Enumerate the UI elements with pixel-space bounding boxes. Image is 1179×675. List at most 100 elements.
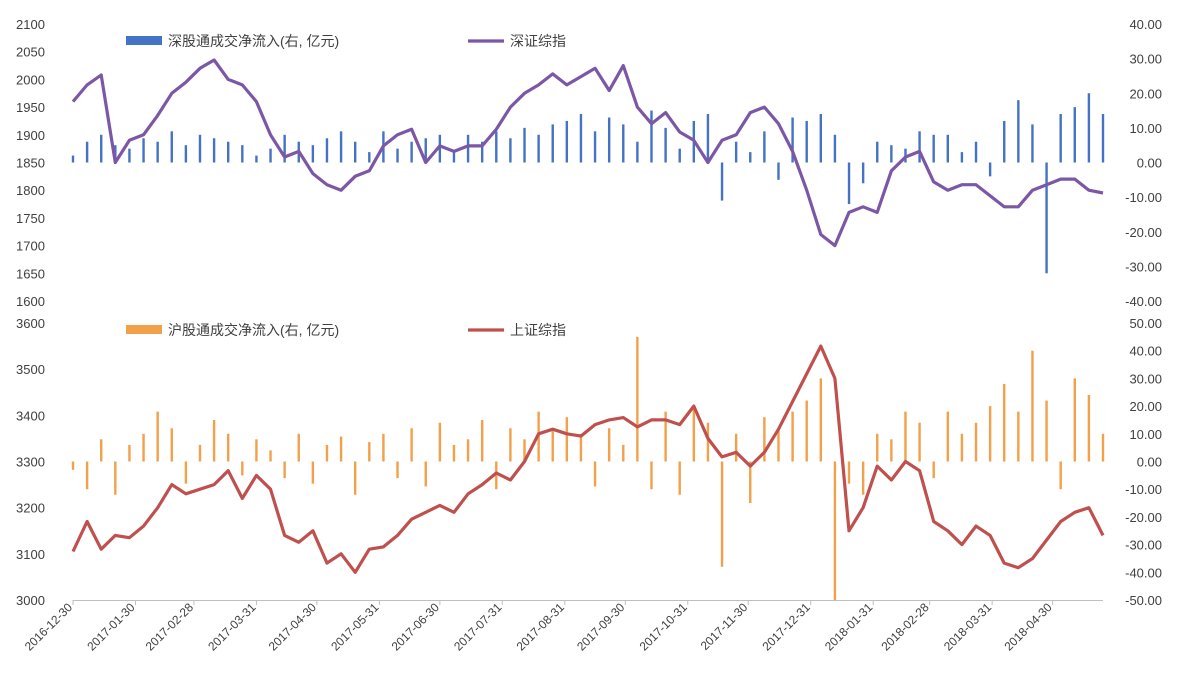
flow-bar xyxy=(438,134,442,163)
legend-bar-label: 沪股通成交净流入(右, 亿元) xyxy=(168,322,339,338)
y-left-tick: 1600 xyxy=(16,294,45,309)
flow-bar xyxy=(847,162,851,205)
y-left-tick: 1850 xyxy=(16,156,45,171)
flow-bar xyxy=(466,439,470,462)
flow-bar xyxy=(734,141,738,163)
y-right-tick: -30.00 xyxy=(1125,259,1162,274)
flow-bar xyxy=(114,461,117,495)
flow-bar xyxy=(622,124,625,163)
flow-bar xyxy=(100,134,103,163)
flow-bar xyxy=(1045,162,1048,274)
flow-bar xyxy=(283,461,286,479)
flow-bar xyxy=(100,439,103,462)
flow-bar xyxy=(890,145,893,163)
flow-bar xyxy=(960,152,964,163)
x-tick-label: 2017-09-30 xyxy=(574,600,628,654)
flow-bar xyxy=(678,148,681,163)
flow-bar xyxy=(636,141,639,163)
flow-bar xyxy=(579,433,583,462)
flow-bar xyxy=(932,461,935,479)
flow-bar xyxy=(509,428,512,462)
y-left-tick: 1650 xyxy=(16,266,45,281)
flow-bar xyxy=(128,444,131,462)
flow-bar xyxy=(664,411,667,462)
y-right-tick: 20.00 xyxy=(1129,399,1162,414)
flow-bar xyxy=(974,422,978,462)
flow-bar xyxy=(537,134,540,163)
flow-bar xyxy=(1101,114,1105,163)
y-right-tick: -50.00 xyxy=(1125,593,1162,608)
flow-bar xyxy=(311,461,315,484)
y-left-tick: 1950 xyxy=(16,100,45,115)
flow-bar xyxy=(565,120,569,163)
y-right-tick: 50.00 xyxy=(1129,316,1162,331)
flow-bar xyxy=(255,439,258,462)
flow-bar xyxy=(622,444,625,462)
y-right-tick: 0.00 xyxy=(1137,455,1162,470)
flow-bar xyxy=(368,442,371,462)
flow-bar xyxy=(424,138,427,163)
flow-bar xyxy=(353,141,357,163)
x-tick-label: 2017-12-31 xyxy=(760,600,814,654)
flow-bar xyxy=(382,433,385,462)
flow-bar xyxy=(1003,120,1006,163)
flow-bar xyxy=(833,461,837,600)
flow-bar xyxy=(678,461,681,495)
y-left-tick: 1800 xyxy=(16,183,45,198)
flow-bar xyxy=(763,131,766,163)
flow-bar xyxy=(861,162,865,184)
flow-bar xyxy=(1073,378,1076,462)
flow-bar xyxy=(1073,107,1076,163)
flow-bar xyxy=(212,138,216,163)
flow-bar xyxy=(184,145,188,163)
flow-bar xyxy=(706,422,710,462)
flow-bar xyxy=(1059,114,1062,163)
flow-bar xyxy=(946,411,949,462)
flow-bar xyxy=(269,450,272,462)
y-right-tick: 30.00 xyxy=(1129,371,1162,386)
flow-bar xyxy=(763,417,766,462)
flow-bar xyxy=(241,461,244,476)
x-tick-label: 2018-03-31 xyxy=(941,600,995,654)
flow-bar xyxy=(706,114,710,163)
x-tick-label: 2017-11-30 xyxy=(698,600,751,653)
flow-bar xyxy=(974,141,978,163)
flow-bar xyxy=(819,378,823,462)
flow-bar xyxy=(946,134,949,163)
flow-bar xyxy=(1059,461,1062,490)
y-left-tick: 3500 xyxy=(16,362,45,377)
flow-bar xyxy=(777,162,780,180)
flow-bar xyxy=(988,162,992,177)
flow-bar xyxy=(325,138,329,163)
flow-bar xyxy=(438,422,442,462)
flow-bar xyxy=(410,141,413,163)
flow-bar xyxy=(396,148,399,163)
flow-bar xyxy=(241,145,244,163)
y-right-tick: -20.00 xyxy=(1125,225,1162,240)
y-right-tick: 0.00 xyxy=(1137,156,1162,171)
x-tick-label: 2018-01-31 xyxy=(822,600,876,654)
flow-bar xyxy=(551,431,554,462)
flow-bar xyxy=(833,134,837,163)
flow-bar xyxy=(396,461,399,479)
flow-bar xyxy=(593,461,597,487)
flow-bar xyxy=(650,110,653,163)
y-right-tick: 20.00 xyxy=(1129,86,1162,101)
flow-bar xyxy=(1017,100,1020,163)
y-right-tick: 10.00 xyxy=(1129,121,1162,136)
flow-bar xyxy=(368,152,371,163)
flow-bar xyxy=(480,419,484,462)
x-tick-label: 2017-10-31 xyxy=(637,600,691,654)
y-right-tick: 40.00 xyxy=(1129,344,1162,359)
legend-bar-label: 深股通成交净流入(右, 亿元) xyxy=(168,33,339,49)
flow-bar xyxy=(1045,400,1048,462)
flow-bar xyxy=(918,422,921,462)
flow-bar xyxy=(791,117,794,163)
flow-bar xyxy=(593,131,597,163)
y-right-tick: -40.00 xyxy=(1125,294,1162,309)
flow-bar xyxy=(297,433,300,462)
flow-bar xyxy=(1003,383,1006,462)
flow-bar xyxy=(607,428,611,462)
flow-bar xyxy=(85,141,89,163)
